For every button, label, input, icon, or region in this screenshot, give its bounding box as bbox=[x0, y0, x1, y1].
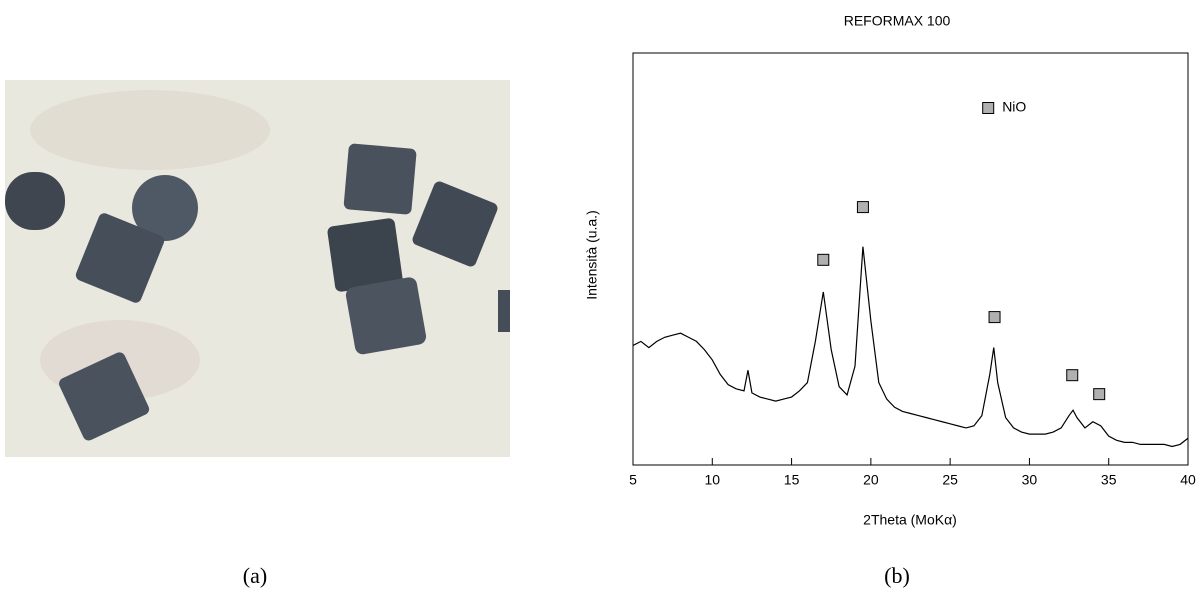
x-tick-label: 10 bbox=[704, 472, 720, 488]
photo bbox=[5, 80, 510, 457]
peak-marker bbox=[1093, 388, 1106, 401]
x-tick-label: 30 bbox=[1022, 472, 1038, 488]
data-line bbox=[632, 246, 1189, 448]
legend-marker bbox=[982, 102, 995, 114]
x-tick-label: 5 bbox=[629, 472, 637, 488]
plot-frame bbox=[632, 52, 1189, 466]
x-tick-label: 35 bbox=[1101, 472, 1117, 488]
caption: (a) bbox=[243, 563, 267, 588]
x-axis-label: 2Theta (MoKα) bbox=[863, 512, 957, 528]
x-tick-label: 40 bbox=[1180, 472, 1196, 488]
peak-marker bbox=[817, 253, 830, 266]
x-tick-label: 25 bbox=[942, 472, 958, 488]
x-tick-label: 15 bbox=[784, 472, 800, 488]
peak-marker bbox=[1066, 369, 1079, 382]
caption: (b) bbox=[884, 563, 910, 588]
peak-marker bbox=[988, 311, 1001, 324]
y-axis-label: Intensità (u.a.) bbox=[584, 210, 600, 300]
legend-label: NiO bbox=[1002, 99, 1026, 115]
peak-marker bbox=[856, 201, 869, 214]
chart-title: REFORMAX 100 bbox=[844, 13, 951, 29]
x-tick-label: 20 bbox=[863, 472, 879, 488]
